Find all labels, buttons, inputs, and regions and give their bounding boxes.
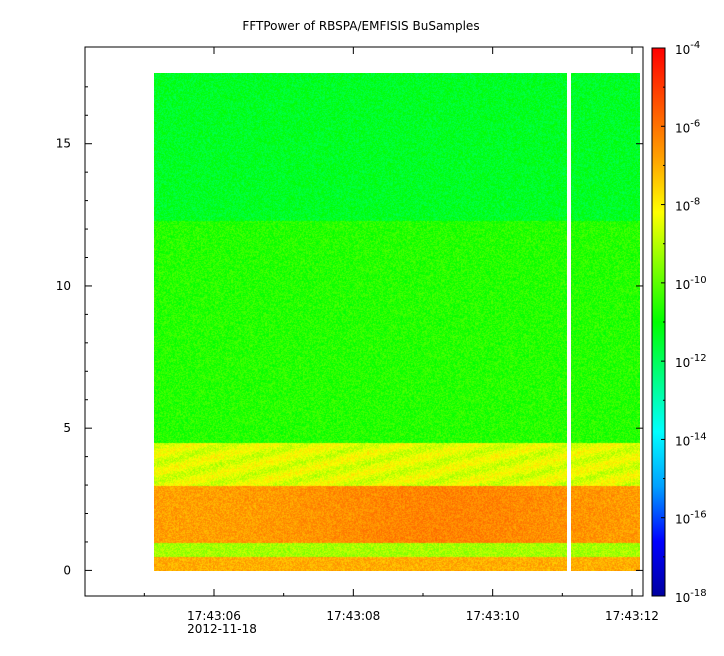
colorbar-tick-label: 10-6 — [675, 118, 700, 135]
x-axis: 17:43:06 17:43:08 17:43:10 17:43:12 — [143, 47, 659, 623]
colorbar-tick-label: 10-8 — [675, 197, 700, 214]
x-tick-label: 17:43:10 — [466, 609, 520, 623]
x-tick-label: 17:43:12 — [605, 609, 659, 623]
spectrogram-image — [154, 73, 640, 571]
y-tick-label: 10 — [56, 279, 71, 293]
colorbar-ticks: 10-4 10-6 10-8 10-10 10-12 10-14 10-16 10-18 — [661, 40, 707, 605]
heatmap-area — [154, 73, 640, 571]
colorbar-tick-label: 10-4 — [675, 40, 700, 57]
y-axis: 0 5 10 15 — [56, 86, 643, 577]
y-tick-label: 15 — [56, 137, 71, 151]
colorbar-tick-label: 10-16 — [675, 510, 707, 527]
colorbar-tick-label: 10-18 — [675, 588, 707, 605]
colorbar-tick-label: 10-12 — [675, 353, 707, 370]
colorbar-tick-label: 10-10 — [675, 275, 707, 292]
y-tick-label: 0 — [63, 563, 71, 577]
chart-title: FFTPower of RBSPA/EMFISIS BuSamples — [242, 19, 479, 33]
y-tick-label: 5 — [63, 421, 71, 435]
x-tick-label: 17:43:06 — [187, 609, 241, 623]
colorbar-tick-label: 10-14 — [675, 431, 707, 448]
x-tick-label: 17:43:08 — [326, 609, 380, 623]
x-date-label: 2012-11-18 — [187, 622, 257, 636]
data-gap — [567, 73, 571, 571]
colorbar: 10-4 10-6 10-8 10-10 10-12 10-14 10-16 10-18 — [651, 40, 707, 605]
plot-frame — [84, 46, 644, 597]
